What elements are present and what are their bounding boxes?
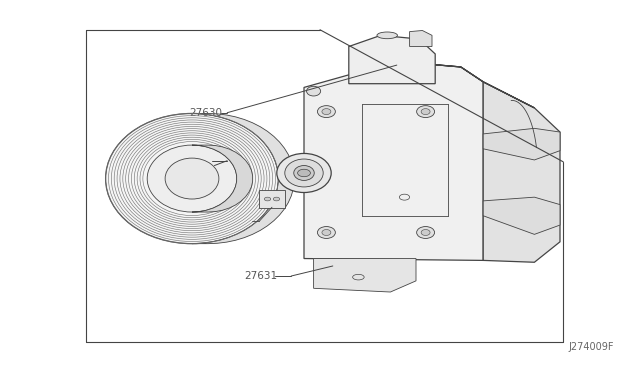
Circle shape [264, 197, 271, 201]
Polygon shape [192, 145, 253, 212]
Text: 27633: 27633 [182, 156, 215, 166]
Ellipse shape [317, 227, 335, 238]
Polygon shape [410, 31, 432, 46]
Text: 27630: 27630 [189, 108, 222, 118]
Ellipse shape [421, 109, 430, 115]
Ellipse shape [377, 32, 397, 39]
Ellipse shape [165, 158, 219, 199]
Ellipse shape [322, 109, 331, 115]
Polygon shape [192, 113, 294, 244]
Polygon shape [314, 259, 416, 292]
Ellipse shape [421, 230, 430, 235]
Ellipse shape [294, 166, 314, 180]
FancyBboxPatch shape [259, 190, 285, 208]
Ellipse shape [147, 145, 237, 212]
Polygon shape [397, 61, 534, 108]
Circle shape [273, 197, 280, 201]
Ellipse shape [285, 159, 323, 187]
Text: J274009F: J274009F [569, 341, 614, 352]
Ellipse shape [322, 230, 331, 235]
Polygon shape [304, 61, 483, 260]
Polygon shape [483, 197, 560, 234]
Ellipse shape [417, 106, 435, 118]
Ellipse shape [417, 227, 435, 238]
Polygon shape [483, 82, 560, 262]
Ellipse shape [276, 153, 332, 193]
Ellipse shape [106, 113, 278, 244]
Polygon shape [483, 128, 560, 160]
Text: 27631: 27631 [244, 271, 278, 281]
Ellipse shape [317, 106, 335, 118]
Circle shape [298, 169, 310, 177]
Polygon shape [349, 35, 435, 84]
Ellipse shape [307, 86, 321, 96]
